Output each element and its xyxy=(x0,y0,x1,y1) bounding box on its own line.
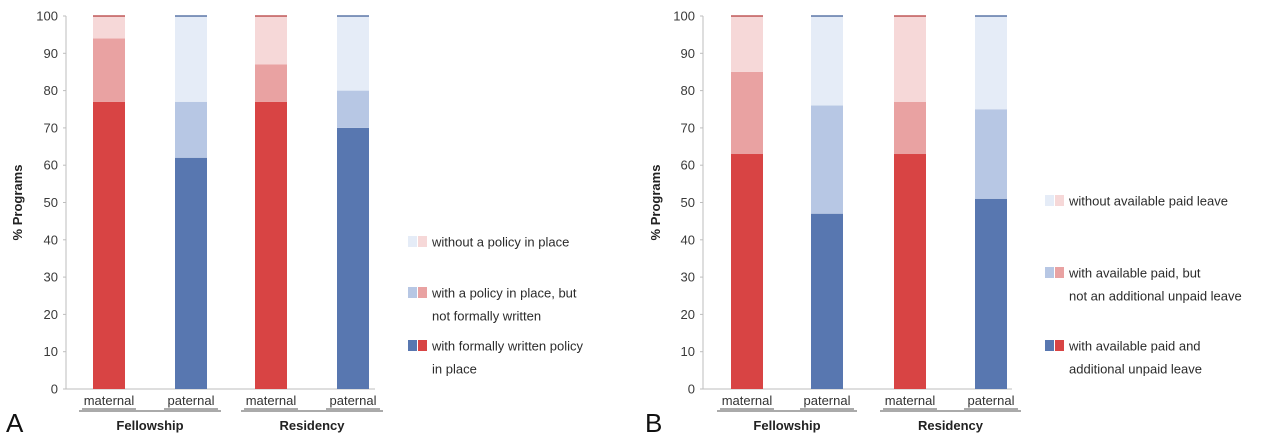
y-tick-label: 30 xyxy=(681,270,695,285)
legend-swatch-maternal xyxy=(418,236,427,247)
bar-maternal-0-series-0 xyxy=(731,154,763,389)
bar-paternal-1-series-1 xyxy=(175,101,207,158)
legend-swatch-maternal xyxy=(418,287,427,298)
legend-swatch-maternal xyxy=(1055,195,1064,206)
x-category-label: maternal xyxy=(885,393,936,408)
legend-item-2: with formally written policy in place xyxy=(408,339,583,377)
y-tick-label: 0 xyxy=(51,382,58,397)
bar-maternal-0-series-2 xyxy=(731,16,763,72)
y-tick-label: 90 xyxy=(681,46,695,61)
legend-item-1: with available paid, but not an additiona… xyxy=(1045,266,1242,304)
x-group-label: Fellowship xyxy=(753,418,820,433)
legend-swatch-maternal xyxy=(1055,340,1064,351)
bar-paternal-3-series-1 xyxy=(337,90,369,128)
y-tick-label: 50 xyxy=(681,195,695,210)
bar-maternal-0-series-2 xyxy=(93,16,125,39)
legend-swatch-paternal xyxy=(1045,267,1054,278)
bar-paternal-3-series-0 xyxy=(975,198,1007,389)
legend-item-1: with a policy in place, but not formally … xyxy=(408,286,577,324)
bar-maternal-2-series-0 xyxy=(255,101,287,389)
x-category-label: maternal xyxy=(246,393,297,408)
bar-maternal-2-series-2 xyxy=(894,16,926,102)
y-tick-label: 80 xyxy=(681,83,695,98)
x-category-label: paternal xyxy=(804,393,851,408)
y-tick-label: 60 xyxy=(44,158,58,173)
legend-swatch-maternal xyxy=(1055,267,1064,278)
bar-paternal-3-series-0 xyxy=(337,127,369,390)
y-tick-label: 100 xyxy=(673,9,695,24)
bar-paternal-1-series-1 xyxy=(811,105,843,214)
y-tick-label: 20 xyxy=(44,307,58,322)
bar-maternal-0-series-1 xyxy=(93,38,125,102)
legend-label: with available paid and additional unpaid… xyxy=(1068,339,1202,377)
chart-panel-a: 0 10 20 30 40 50 60 70 80 90 100 % Programs maternal… xyxy=(6,9,583,439)
legend-label: without available paid leave xyxy=(1068,194,1228,209)
legend-swatch-paternal xyxy=(1045,340,1054,351)
legend-swatch-paternal xyxy=(408,340,417,351)
y-tick-label: 10 xyxy=(681,344,695,359)
legend-swatch-paternal xyxy=(408,236,417,247)
bar-paternal-1-series-0 xyxy=(811,213,843,389)
y-tick-label: 20 xyxy=(681,307,695,322)
panel-letter: A xyxy=(6,408,24,437)
bar-paternal-3-series-1 xyxy=(975,109,1007,199)
legend-label: with available paid, but not an additiona… xyxy=(1068,266,1242,304)
bar-maternal-2-series-0 xyxy=(894,154,926,389)
x-category-label: paternal xyxy=(968,393,1015,408)
bar-maternal-0-series-1 xyxy=(731,71,763,155)
bar-paternal-3-series-2 xyxy=(975,16,1007,110)
y-tick-label: 10 xyxy=(44,344,58,359)
legend-label: with formally written policy in place xyxy=(431,339,583,377)
y-axis-label: % Programs xyxy=(10,165,25,241)
legend-item-0: without available paid leave xyxy=(1045,194,1228,209)
bar-paternal-3-series-2 xyxy=(337,16,369,91)
y-tick-label: 100 xyxy=(36,9,58,24)
bar-paternal-1-series-2 xyxy=(175,16,207,102)
bar-maternal-2-series-1 xyxy=(894,101,926,155)
chart-panel-b: 0 10 20 30 40 50 60 70 80 90 100 % Programs maternal… xyxy=(645,9,1242,439)
bar-maternal-2-series-2 xyxy=(255,16,287,65)
y-tick-label: 40 xyxy=(681,232,695,247)
x-category-label: maternal xyxy=(722,393,773,408)
bar-paternal-1-series-2 xyxy=(811,16,843,106)
panel-letter: B xyxy=(645,408,662,437)
y-tick-label: 70 xyxy=(44,120,58,135)
legend-label: without a policy in place xyxy=(431,235,569,250)
legend-swatch-paternal xyxy=(408,287,417,298)
y-tick-label: 60 xyxy=(681,158,695,173)
legend-swatch-paternal xyxy=(1045,195,1054,206)
y-tick-label: 30 xyxy=(44,270,58,285)
legend-item-2: with available paid and additional unpaid… xyxy=(1045,339,1202,377)
y-tick-label: 80 xyxy=(44,83,58,98)
y-tick-label: 40 xyxy=(44,232,58,247)
y-tick-label: 70 xyxy=(681,120,695,135)
x-category-label: maternal xyxy=(84,393,135,408)
legend-swatch-maternal xyxy=(418,340,427,351)
y-tick-label: 0 xyxy=(688,382,695,397)
bar-paternal-1-series-0 xyxy=(175,157,207,389)
x-category-label: paternal xyxy=(168,393,215,408)
bar-maternal-0-series-0 xyxy=(93,101,125,389)
x-group-label: Residency xyxy=(918,418,984,433)
x-category-label: paternal xyxy=(330,393,377,408)
y-tick-label: 50 xyxy=(44,195,58,210)
legend-item-0: without a policy in place xyxy=(408,235,569,250)
y-axis-label: % Programs xyxy=(648,165,663,241)
bar-maternal-2-series-1 xyxy=(255,64,287,102)
x-group-label: Fellowship xyxy=(116,418,183,433)
y-tick-label: 90 xyxy=(44,46,58,61)
x-group-label: Residency xyxy=(279,418,345,433)
legend-label: with a policy in place, but not formally … xyxy=(431,286,577,324)
